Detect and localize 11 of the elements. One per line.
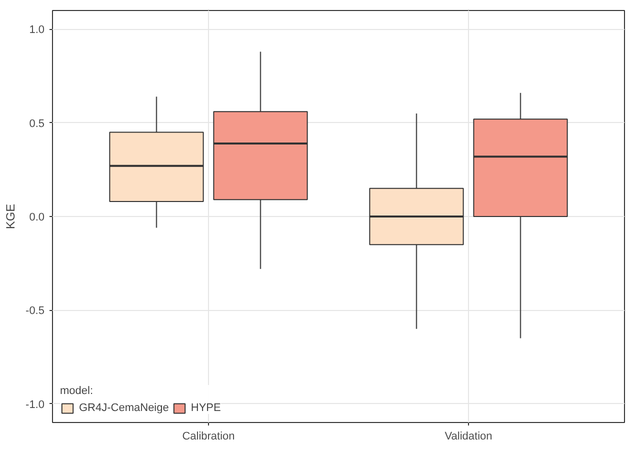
x-tick-label: Calibration xyxy=(182,430,235,442)
y-tick-label: -1.0 xyxy=(26,398,45,411)
y-axis-title: KGE xyxy=(4,204,18,230)
legend-label: HYPE xyxy=(190,402,221,414)
y-tick-label: -0.5 xyxy=(26,305,45,318)
y-tick-label: 0.0 xyxy=(29,212,45,224)
legend-label: GR4J-CemaNeige xyxy=(79,402,169,414)
y-tick-label: 0.5 xyxy=(29,118,45,130)
legend-title: model: xyxy=(60,385,94,397)
x-tick-label: Validation xyxy=(444,430,492,442)
y-tick-label: 1.0 xyxy=(29,24,45,36)
